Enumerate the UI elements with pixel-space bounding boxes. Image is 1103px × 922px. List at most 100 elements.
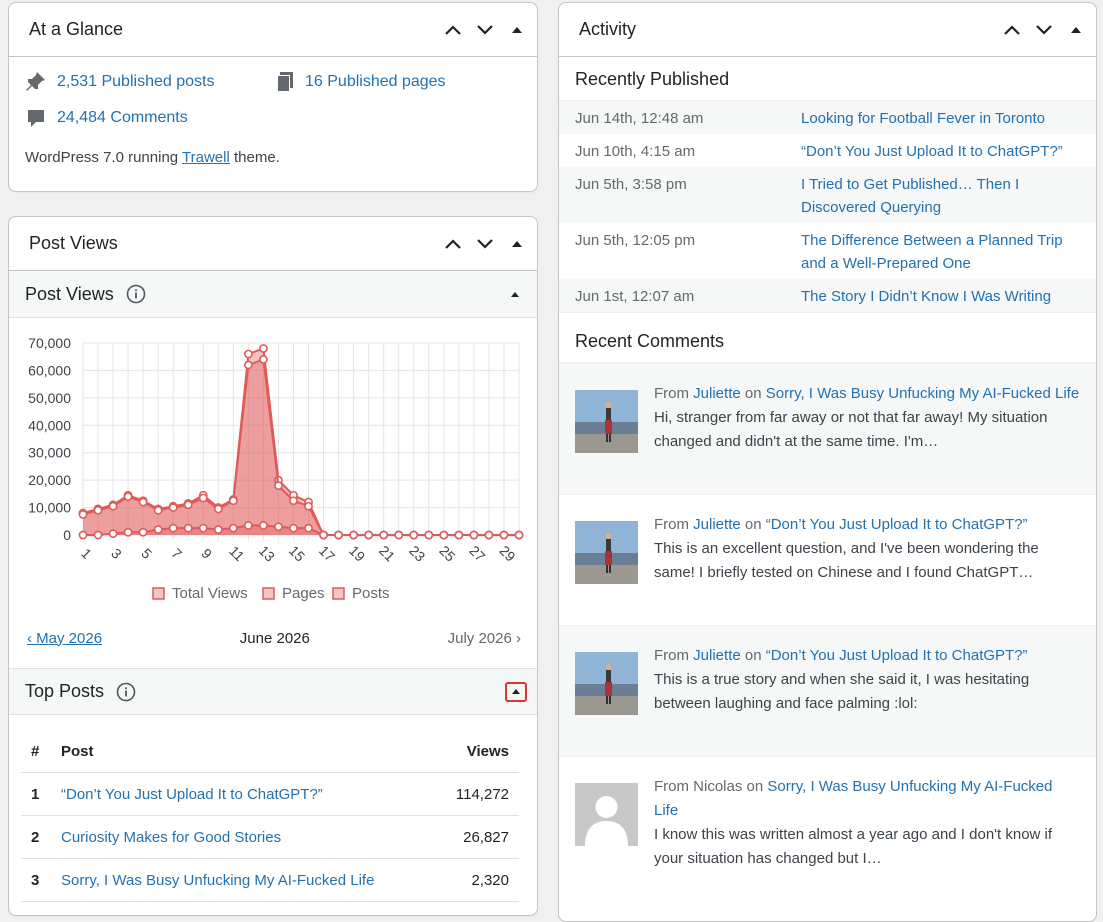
toggle-panel-button[interactable] xyxy=(505,18,529,42)
x-tick-label: 9 xyxy=(198,545,215,562)
comment-item: From Nicolas on Sorry, I Was Busy Unfuck… xyxy=(559,756,1096,887)
post-views-subheader: Post Views xyxy=(9,271,537,318)
comment-author-link[interactable]: Juliette xyxy=(693,516,741,533)
top-posts-subheader: Top Posts xyxy=(9,668,537,715)
post-link[interactable]: The Difference Between a Planned Trip an… xyxy=(801,232,1063,272)
recently-published-list: Jun 14th, 12:48 am Looking for Football … xyxy=(559,101,1096,313)
data-point xyxy=(259,520,268,530)
theme-link[interactable]: Trawell xyxy=(182,149,230,166)
data-point xyxy=(213,504,223,514)
post-link[interactable]: The Story I Didn’t Know I Was Writing xyxy=(801,288,1052,305)
list-item: Jun 14th, 12:48 am Looking for Football … xyxy=(559,101,1096,134)
data-point xyxy=(123,492,133,501)
from-label: From xyxy=(654,516,694,533)
data-point xyxy=(183,500,193,510)
x-tick-label: 13 xyxy=(256,542,278,564)
posts-count: 2,531 Published posts xyxy=(25,71,275,93)
data-point xyxy=(153,525,163,534)
widget-controls xyxy=(441,232,529,256)
data-point xyxy=(409,530,419,540)
rank-cell: 1 xyxy=(21,772,51,816)
move-up-button[interactable] xyxy=(1000,18,1024,42)
list-item: Jun 10th, 4:15 am “Don’t You Just Upload… xyxy=(559,134,1096,167)
move-up-button[interactable] xyxy=(441,18,465,42)
comment-author: Nicolas xyxy=(693,778,743,795)
pin-icon xyxy=(26,72,45,91)
comment-author-link[interactable]: Juliette xyxy=(693,647,741,664)
data-point xyxy=(228,496,238,506)
chevron-down-icon xyxy=(477,24,493,35)
next-month-link[interactable]: July 2026 › xyxy=(447,629,521,647)
caret-up-icon xyxy=(1071,26,1081,33)
comment-post-link[interactable]: “Don’t You Just Upload It to ChatGPT?” xyxy=(765,647,1028,664)
table-row: 3 Sorry, I Was Busy Unfucking My AI-Fuck… xyxy=(21,858,519,902)
prev-month-link[interactable]: ‹ May 2026 xyxy=(27,629,103,647)
post-link[interactable]: “Don’t You Just Upload It to ChatGPT?” xyxy=(801,143,1063,160)
col-post: Post xyxy=(51,731,435,773)
x-tick-label: 17 xyxy=(316,542,338,564)
data-point xyxy=(499,530,509,540)
x-tick-label: 23 xyxy=(406,542,428,564)
top-posts-label: Top Posts xyxy=(25,681,105,701)
comment-excerpt: This is an excellent question, and I've … xyxy=(654,540,1039,581)
data-point xyxy=(304,523,313,533)
data-point xyxy=(364,530,374,540)
on-label: on xyxy=(742,778,768,795)
post-link[interactable]: “Don’t You Just Upload It to ChatGPT?” xyxy=(61,785,323,803)
comment-post-link[interactable]: Sorry, I Was Busy Unfucking My AI-Fucked… xyxy=(765,385,1080,402)
data-point xyxy=(514,530,524,540)
x-tick-label: 29 xyxy=(496,542,518,564)
move-up-button[interactable] xyxy=(441,232,465,256)
y-tick-label: 70,000 xyxy=(28,335,71,351)
y-tick-label: 20,000 xyxy=(28,472,71,488)
data-point xyxy=(153,505,163,515)
info-icon[interactable] xyxy=(116,682,136,702)
legend-label: Posts xyxy=(352,585,390,602)
comment-body: From Juliette on Sorry, I Was Busy Unfuc… xyxy=(654,382,1080,494)
legend-swatch xyxy=(332,587,345,600)
comment-body: From Nicolas on Sorry, I Was Busy Unfuck… xyxy=(654,775,1080,887)
list-item: Jun 5th, 12:05 pm The Difference Between… xyxy=(559,223,1096,279)
toggle-subsection-button[interactable] xyxy=(503,282,527,306)
right-column: Activity Recently Published Jun 14th, 12… xyxy=(558,0,1097,922)
comments-link[interactable]: 24,484 Comments xyxy=(57,109,188,126)
subsection-title: Top Posts xyxy=(25,681,136,702)
data-point xyxy=(78,510,88,519)
move-down-button[interactable] xyxy=(473,232,497,256)
toggle-panel-button[interactable] xyxy=(505,232,529,256)
series-area xyxy=(83,525,519,535)
comment-post-link[interactable]: Sorry, I Was Busy Unfucking My AI-Fucked… xyxy=(654,778,1053,819)
published-posts-link[interactable]: 2,531 Published posts xyxy=(57,73,215,90)
pages-icon xyxy=(277,72,293,92)
post-link[interactable]: I Tried to Get Published… Then I Discove… xyxy=(801,176,1020,216)
toggle-top-posts-button[interactable] xyxy=(505,681,527,702)
data-point xyxy=(334,530,343,540)
move-down-button[interactable] xyxy=(473,18,497,42)
views-cell: 26,827 xyxy=(434,815,519,859)
widget-controls xyxy=(441,18,529,42)
recently-published-heading: Recently Published xyxy=(559,57,1096,101)
month-navigation: ‹ May 2026 June 2026 July 2026 › xyxy=(9,618,537,658)
post-link[interactable]: Looking for Football Fever in Toronto xyxy=(801,110,1046,127)
toggle-panel-button[interactable] xyxy=(1064,18,1088,42)
current-month: June 2026 xyxy=(239,629,310,647)
data-point xyxy=(274,522,283,532)
comment-item: From Juliette on “Don’t You Just Upload … xyxy=(559,494,1096,625)
comment-icon xyxy=(28,110,44,127)
move-down-button[interactable] xyxy=(1032,18,1056,42)
data-point xyxy=(198,523,208,533)
data-point xyxy=(138,497,148,507)
post-views-chart: 70,000 60,000 50,000 40,000 30,000 20,000 10,0… xyxy=(9,318,537,618)
data-point xyxy=(259,344,268,353)
comment-author-link[interactable]: Juliette xyxy=(693,385,741,402)
avatar xyxy=(575,783,638,846)
legend-label: Total Views xyxy=(172,585,248,602)
post-link[interactable]: Sorry, I Was Busy Unfucking My AI-Fucked… xyxy=(61,871,375,889)
wp-version-suffix: theme. xyxy=(229,149,280,166)
data-point xyxy=(168,503,178,512)
data-point xyxy=(183,523,193,533)
info-icon[interactable] xyxy=(126,284,146,304)
published-pages-link[interactable]: 16 Published pages xyxy=(305,73,446,90)
comment-post-link[interactable]: “Don’t You Just Upload It to ChatGPT?” xyxy=(765,516,1028,533)
post-link[interactable]: Curiosity Makes for Good Stories xyxy=(61,828,282,846)
